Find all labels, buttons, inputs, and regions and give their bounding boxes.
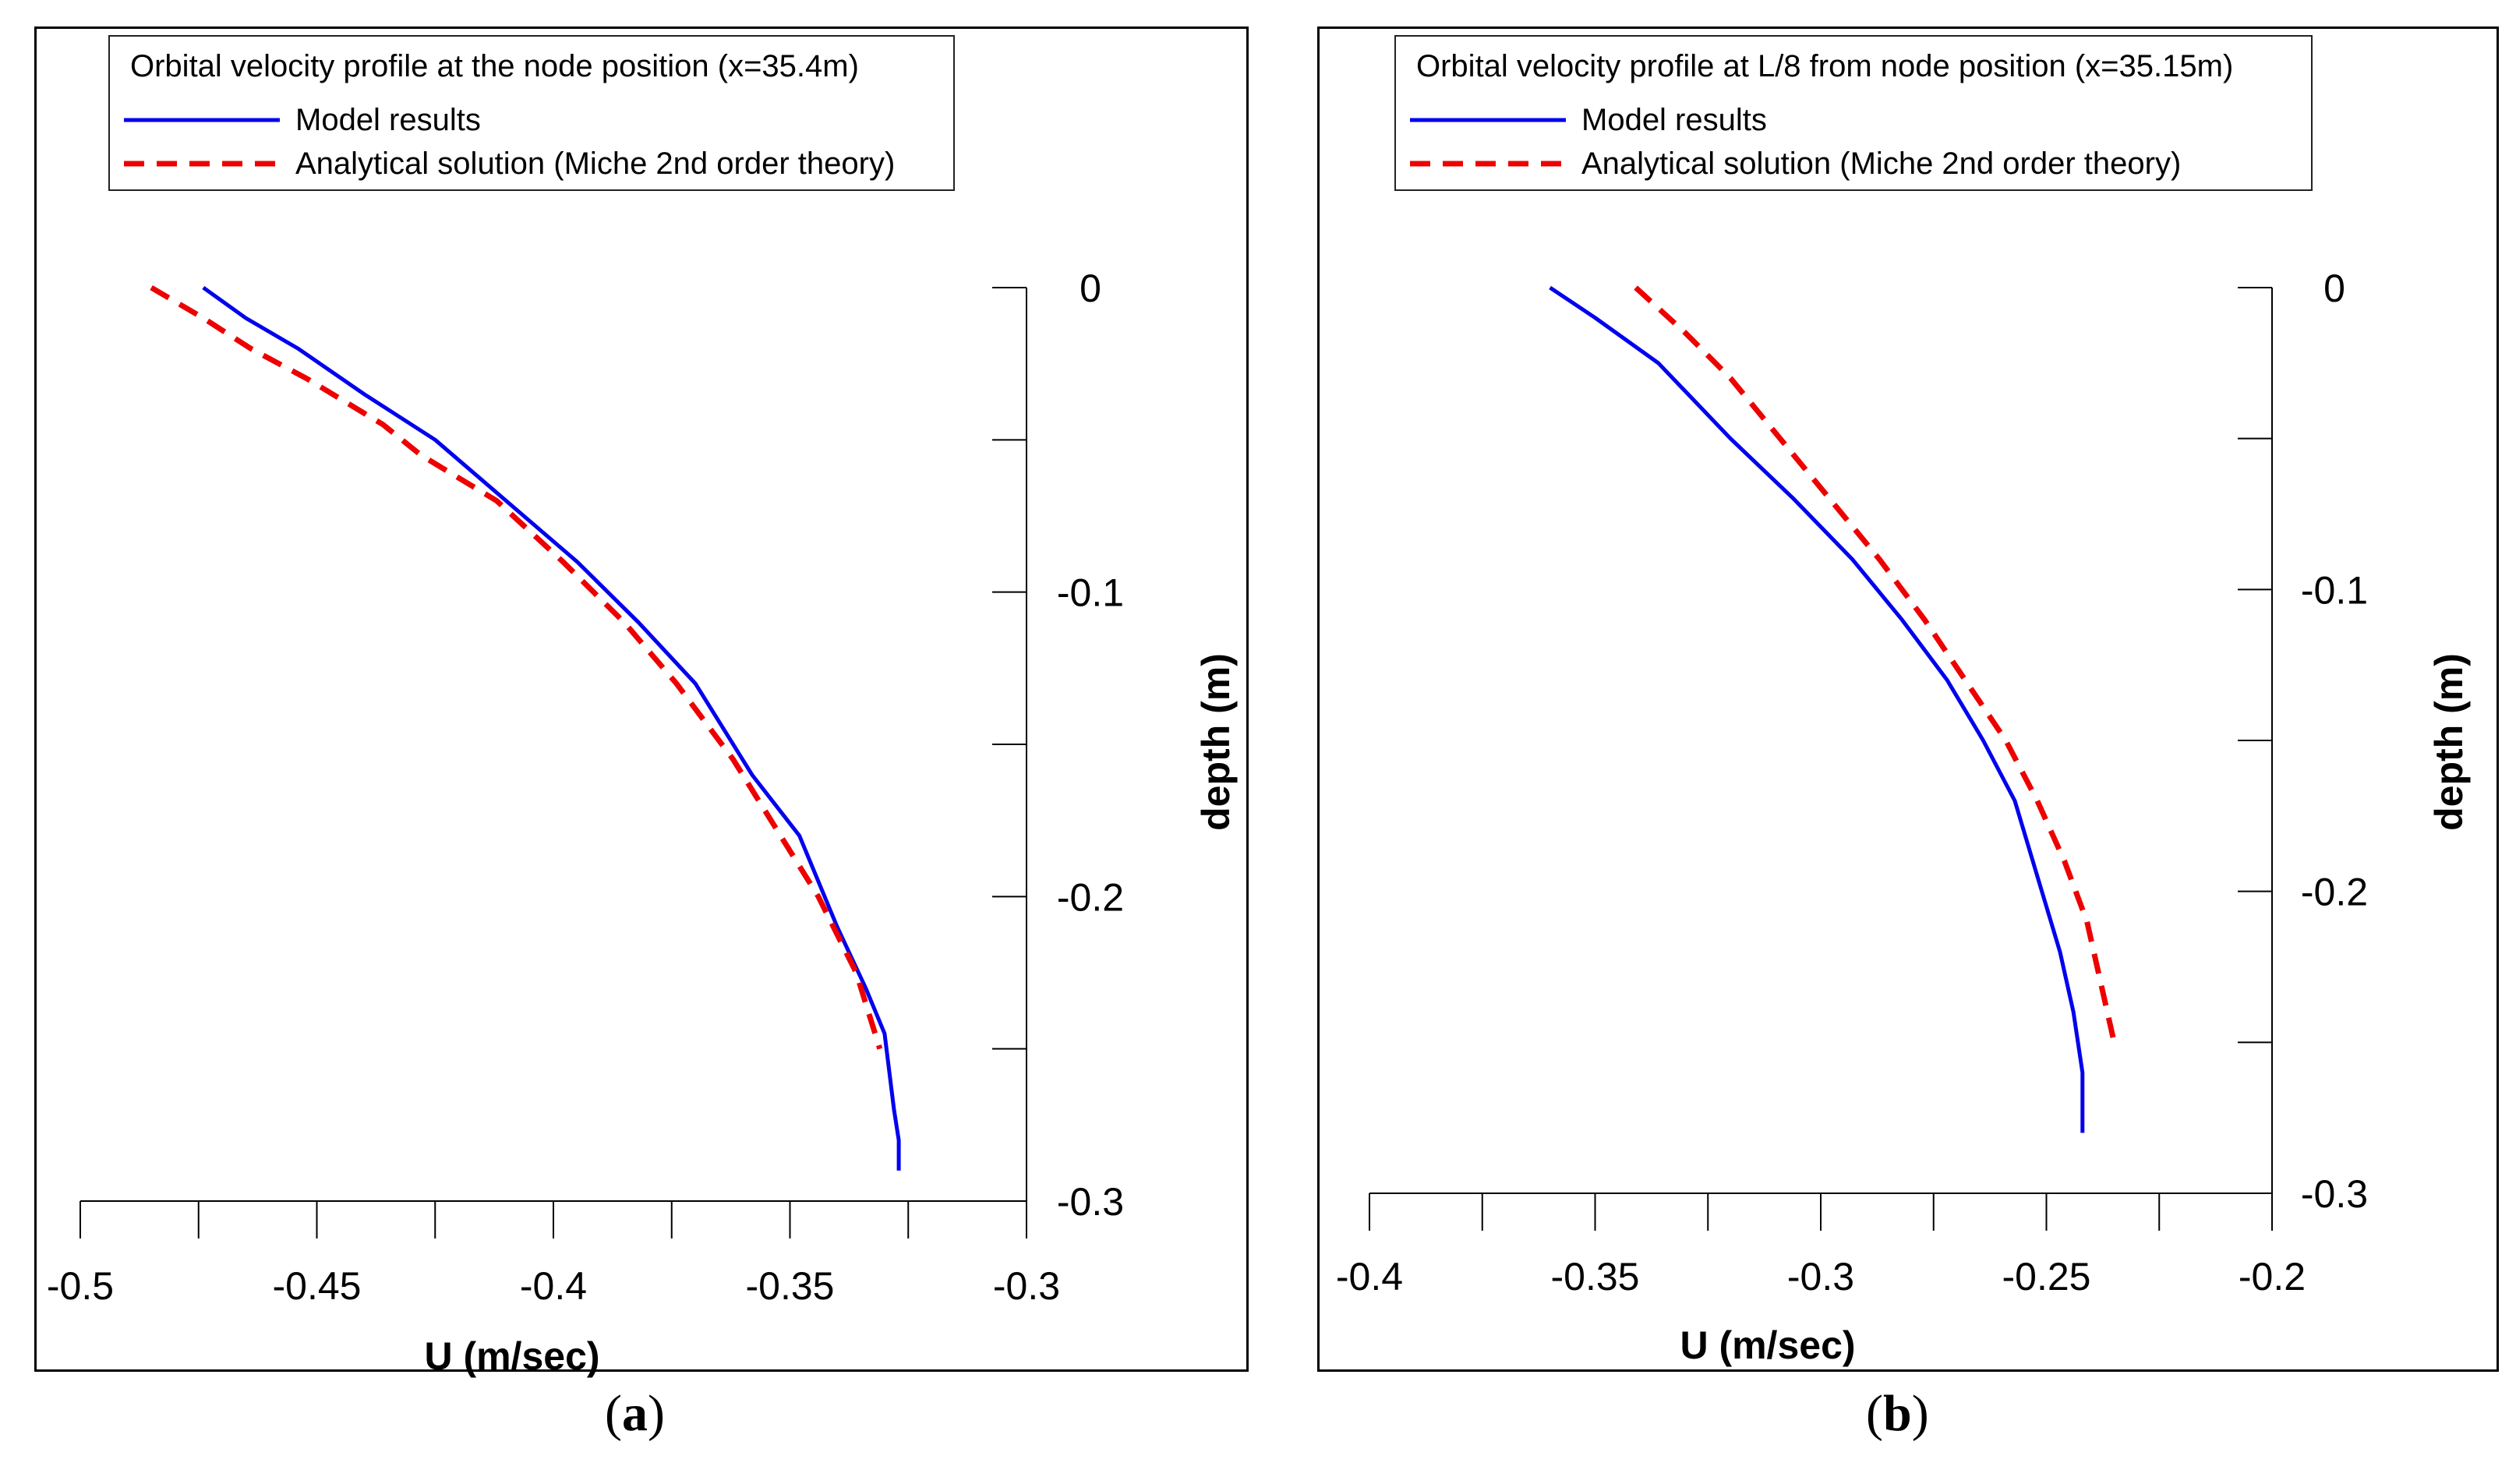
legend-label-model-b: Model results [1581,102,1767,137]
caption-b: (b) [1866,1384,1929,1443]
legend-line-dashed-a [124,161,280,167]
caption-a: (a) [605,1384,665,1443]
x-axis-title-b: U (m/sec) [1680,1323,1855,1367]
x-axis-title-a: U (m/sec) [424,1334,599,1378]
y-tick-label: -0.1 [2301,568,2368,612]
y-tick-label: 0 [1080,267,1101,310]
x-tick-label: -0.4 [520,1264,587,1308]
legend-entry-model-b: Model results [1410,101,1767,140]
legend-label-analytical-b: Analytical solution (Miche 2nd order the… [1581,146,2182,181]
legend-line-solid-b [1410,118,1566,122]
x-tick-label: -0.3 [993,1264,1060,1308]
plot-area-a: -0.5 -0.45 -0.4 -0.35 -0.3 0 -0.1 -0.2 -0.3 U (m/… [47,267,1238,1378]
series-model-line-a [202,285,901,1171]
x-tick-label: -0.35 [746,1264,835,1308]
legend-label-analytical-a: Analytical solution (Miche 2nd order the… [295,146,896,181]
caption-b-close: ) [1911,1385,1929,1442]
y-tick-label: -0.3 [1057,1180,1124,1224]
y-tick-label: 0 [2323,267,2345,310]
x-tick-label: -0.25 [2002,1255,2091,1298]
x-tick-label: -0.2 [2239,1255,2306,1298]
legend-label-model-a: Model results [295,102,481,137]
x-tick-label: -0.5 [47,1264,114,1308]
y-tick-label: -0.2 [2301,871,2368,914]
x-tick-label: -0.3 [1787,1255,1854,1298]
series-analytical-line-a [150,284,883,1050]
legend-line-solid-a [124,118,280,122]
chart-panel-a: -0.5 -0.45 -0.4 -0.35 -0.3 0 -0.1 -0.2 -0.3 U (m/… [34,26,1249,1378]
plot-area-b: -0.4 -0.35 -0.3 -0.25 -0.2 0 -0.1 -0.2 -0.3 U (m/… [1336,267,2471,1367]
x-tick-label: -0.4 [1336,1255,1403,1298]
series-model-line-b [1549,285,2085,1133]
legend-b: Orbital velocity profile at L/8 from nod… [1394,35,2313,191]
legend-title-b: Orbital velocity profile at L/8 from nod… [1416,49,2234,83]
legend-line-dashed-b [1410,161,1566,167]
caption-a-open: ( [605,1385,622,1442]
y-axis-title-b: depth (m) [2427,653,2471,831]
legend-entry-model-a: Model results [124,101,481,140]
y-tick-label: -0.1 [1057,571,1124,615]
legend-a: Orbital velocity profile at the node pos… [108,35,955,191]
x-tick-label: -0.45 [273,1264,362,1308]
legend-entry-analytical-b: Analytical solution (Miche 2nd order the… [1410,144,2181,183]
caption-b-letter: b [1882,1385,1912,1442]
series-analytical-line-b [1634,285,2117,1044]
x-tick-label: -0.35 [1551,1255,1640,1298]
y-tick-label: -0.3 [2301,1172,2368,1216]
y-axis-title-a: depth (m) [1194,653,1238,831]
caption-a-letter: a [621,1385,648,1442]
legend-entry-analytical-a: Analytical solution (Miche 2nd order the… [124,144,895,183]
legend-title-a: Orbital velocity profile at the node pos… [130,49,859,83]
caption-b-open: ( [1866,1385,1883,1442]
y-tick-label: -0.2 [1057,875,1124,919]
chart-panel-b: -0.4 -0.35 -0.3 -0.25 -0.2 0 -0.1 -0.2 -0.3 U (m/… [1317,26,2499,1372]
caption-a-close: ) [647,1385,665,1442]
